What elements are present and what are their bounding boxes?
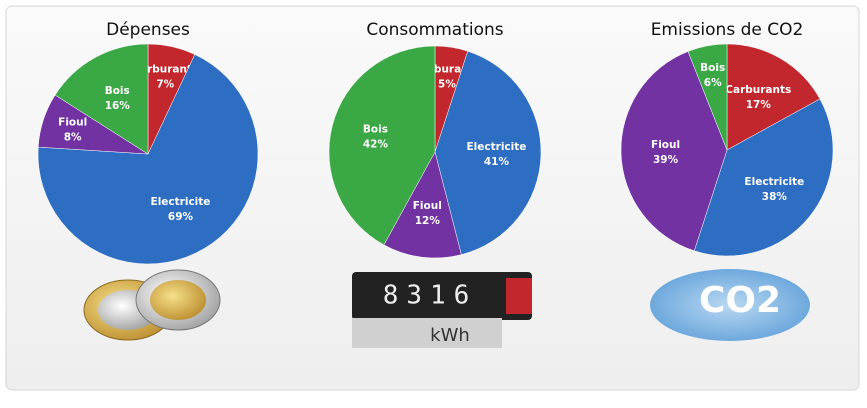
slice-value-label: 17% xyxy=(746,99,772,111)
pie-slice xyxy=(620,51,728,252)
slice-label: Fioul xyxy=(413,200,442,212)
slice-label: Carburants xyxy=(132,64,198,76)
meter-illustration: 8316 kWh xyxy=(352,272,532,348)
slice-value-label: 6% xyxy=(704,77,722,89)
pie-chart: Emissions de CO2 Carburants 17% Electricite… xyxy=(620,20,834,257)
slice-value-label: 5% xyxy=(438,79,456,91)
pie-slice xyxy=(328,45,436,246)
slice-value-label: 41% xyxy=(484,156,510,168)
slice-value-label: 69% xyxy=(168,211,194,223)
pie-slice xyxy=(726,43,821,151)
slice-label: Fioul xyxy=(58,117,87,129)
slice-value-label: 8% xyxy=(64,132,82,144)
pie-slice xyxy=(434,50,542,255)
pie-slice xyxy=(687,43,728,151)
cloud-text: CO2 xyxy=(699,280,781,321)
pie-slice xyxy=(693,98,834,257)
slice-label: Electricite xyxy=(744,176,804,188)
pie-slice xyxy=(37,54,259,265)
slice-value-label: 42% xyxy=(363,139,389,151)
pie-chart: ConsommationsCarburants5%Electricite41%F… xyxy=(328,20,542,259)
slice-value-label: 38% xyxy=(762,191,788,203)
slice-label: Carburants xyxy=(725,84,791,96)
slice-label: Bois xyxy=(363,124,388,136)
meter-unit: kWh xyxy=(430,325,470,346)
slice-label: Fioul xyxy=(651,139,680,151)
coins-illustration xyxy=(83,269,221,341)
slice-value-label: 12% xyxy=(415,215,441,227)
pie-chart: Dépenses Carburants 7% Electricite 69% Fioul 8… xyxy=(37,20,259,265)
chart-title: Consommations xyxy=(366,20,503,40)
pie-slice xyxy=(54,43,149,155)
slice-label: Electricite xyxy=(151,196,211,208)
chart-title: Dépenses xyxy=(106,20,190,40)
slice-value-label: 16% xyxy=(105,100,131,112)
chart-title: Emissions de CO2 xyxy=(651,20,804,40)
co2-cloud-illustration: CO2 xyxy=(650,269,810,341)
meter-digits: 8316 xyxy=(383,281,478,311)
slice-label: Bois xyxy=(105,85,130,97)
slice-value-label: 39% xyxy=(653,154,679,166)
pie-slice xyxy=(383,151,462,259)
slice-label: Bois xyxy=(700,62,725,74)
slice-value-label: 7% xyxy=(156,79,174,91)
slice-label: Electricite xyxy=(467,141,527,153)
